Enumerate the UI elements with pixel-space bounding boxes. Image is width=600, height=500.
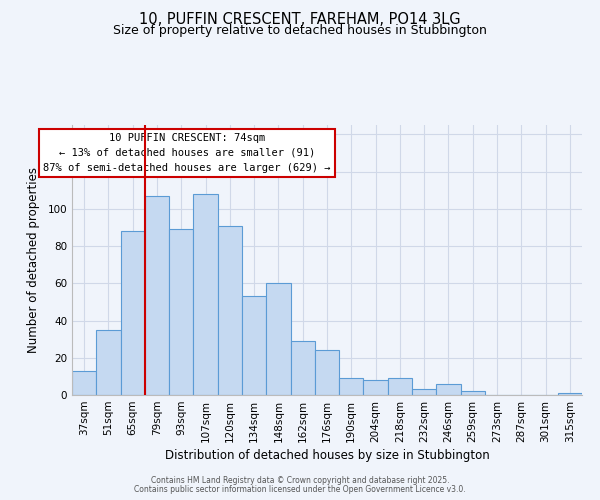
Text: 10, PUFFIN CRESCENT, FAREHAM, PO14 3LG: 10, PUFFIN CRESCENT, FAREHAM, PO14 3LG — [139, 12, 461, 28]
Bar — [290, 341, 315, 395]
Bar — [266, 284, 290, 395]
Bar — [72, 371, 96, 395]
Bar — [412, 390, 436, 395]
Bar — [242, 296, 266, 395]
Bar — [364, 380, 388, 395]
Bar — [461, 392, 485, 395]
Bar — [218, 226, 242, 395]
Y-axis label: Number of detached properties: Number of detached properties — [28, 167, 40, 353]
Bar — [145, 196, 169, 395]
Bar — [121, 231, 145, 395]
X-axis label: Distribution of detached houses by size in Stubbington: Distribution of detached houses by size … — [164, 449, 490, 462]
Text: Size of property relative to detached houses in Stubbington: Size of property relative to detached ho… — [113, 24, 487, 37]
Text: Contains HM Land Registry data © Crown copyright and database right 2025.: Contains HM Land Registry data © Crown c… — [151, 476, 449, 485]
Text: 10 PUFFIN CRESCENT: 74sqm
← 13% of detached houses are smaller (91)
87% of semi-: 10 PUFFIN CRESCENT: 74sqm ← 13% of detac… — [43, 133, 331, 172]
Bar — [436, 384, 461, 395]
Bar — [339, 378, 364, 395]
Bar — [558, 393, 582, 395]
Text: Contains public sector information licensed under the Open Government Licence v3: Contains public sector information licen… — [134, 485, 466, 494]
Bar — [193, 194, 218, 395]
Bar — [169, 230, 193, 395]
Bar — [96, 330, 121, 395]
Bar — [388, 378, 412, 395]
Bar — [315, 350, 339, 395]
